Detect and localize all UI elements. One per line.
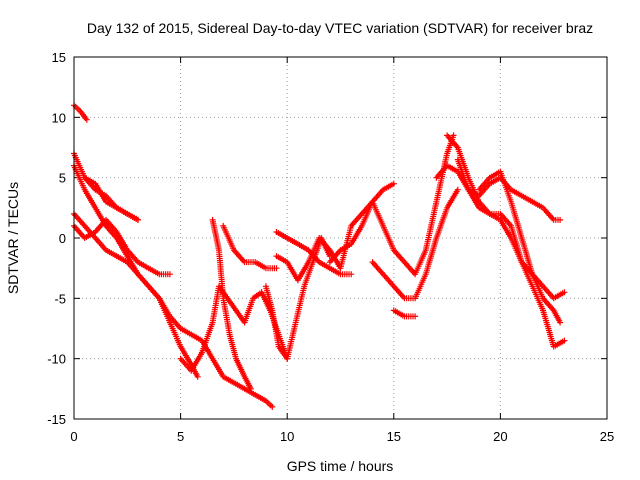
point-markers xyxy=(454,156,568,350)
point-markers xyxy=(273,180,397,284)
y-tick-label: 5 xyxy=(59,171,66,186)
x-tick-label: 10 xyxy=(280,429,294,444)
x-tick-label: 0 xyxy=(70,429,77,444)
x-tick-label: 25 xyxy=(600,429,614,444)
point-markers xyxy=(81,174,141,223)
series-t18 xyxy=(454,156,568,350)
x-tick-label: 20 xyxy=(493,429,507,444)
point-markers xyxy=(369,186,461,302)
series-t9 xyxy=(220,222,280,272)
y-tick-label: -10 xyxy=(47,352,66,367)
chart-title: Day 132 of 2015, Sidereal Day-to-day VTE… xyxy=(87,20,593,36)
series-t11 xyxy=(273,180,397,284)
series-t19 xyxy=(476,168,564,326)
y-tick-label: -5 xyxy=(54,291,66,306)
series-t6 xyxy=(81,174,141,223)
y-tick-label: 0 xyxy=(59,231,66,246)
x-tick-label: 15 xyxy=(387,429,401,444)
series-t12 xyxy=(273,229,355,278)
point-markers xyxy=(476,168,564,326)
point-markers xyxy=(177,283,291,374)
x-axis-label: GPS time / hours xyxy=(287,458,394,474)
x-tick-label: 5 xyxy=(177,429,184,444)
data-points xyxy=(71,102,568,410)
point-markers xyxy=(220,222,280,272)
series-t8 xyxy=(209,216,254,392)
axis-ticks: 0 5 10 15 20 25 -15 -10 -5 0 5 10 15 xyxy=(47,50,614,444)
series-t14 xyxy=(369,186,461,302)
point-markers xyxy=(209,216,254,392)
y-axis-label: SDTVAR / TECUs xyxy=(5,182,21,294)
y-tick-label: 10 xyxy=(52,110,66,125)
series-t15 xyxy=(390,307,419,320)
point-markers xyxy=(273,229,355,278)
y-tick-label: 15 xyxy=(52,50,66,65)
plot-frame xyxy=(73,56,608,420)
y-tick-label: -15 xyxy=(47,412,66,427)
series-t7 xyxy=(177,283,291,374)
grid xyxy=(74,57,607,419)
point-markers xyxy=(390,307,419,320)
